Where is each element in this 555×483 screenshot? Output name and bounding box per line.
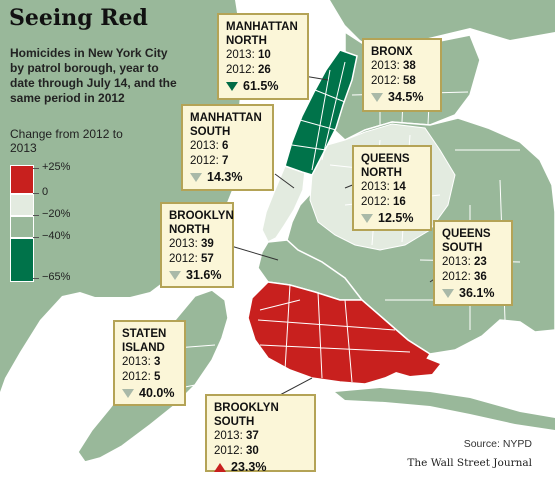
manhattan-north-area (284, 49, 358, 176)
year-label: 2013: (371, 60, 400, 72)
count-2013: 3 (153, 356, 161, 368)
year-label: 2013: (214, 430, 243, 442)
new-jersey-land (0, 0, 242, 392)
count-2013: 10 (257, 49, 271, 61)
count-2012: 26 (257, 64, 271, 76)
legend-label: −65% (42, 271, 71, 283)
legend-title: Change from 2012 to 2013 (10, 127, 123, 155)
percent-change: 12.5% (378, 211, 414, 225)
percent-change: 40.0% (139, 386, 175, 400)
percent-change: 23.3% (231, 460, 267, 474)
brooklyn-south-area (247, 281, 432, 385)
manhattan-north-lines (291, 61, 346, 171)
percent-change: 14.3% (207, 170, 243, 184)
borough-name: QUEENS NORTH (361, 153, 410, 179)
count-2013: 38 (402, 60, 416, 72)
year-label: 2013: (442, 256, 471, 268)
percent-change: 61.5% (243, 79, 279, 93)
legend-swatch-medium (10, 216, 34, 238)
brooklyn-south-lines (257, 284, 411, 383)
down-arrow-icon (226, 82, 238, 91)
year-label: 2012: (122, 371, 151, 383)
year-label: 2013: (169, 238, 198, 250)
rockaway-peninsula (335, 388, 555, 430)
year-label: 2012: (371, 75, 400, 87)
legend-swatch-light (10, 194, 34, 216)
borough-name: BROOKLYN NORTH (169, 210, 234, 236)
legend-tick (33, 215, 39, 216)
down-arrow-icon (371, 93, 383, 102)
chart-subtitle: Homicides in New York City by patrol bor… (10, 46, 177, 105)
legend-label: 0 (42, 186, 49, 198)
count-2012: 36 (473, 271, 487, 283)
count-2013: 39 (200, 238, 214, 250)
borough-name: QUEENS SOUTH (442, 228, 491, 254)
down-arrow-icon (122, 389, 134, 398)
source-note: Source: NYPD (463, 438, 532, 450)
year-label: 2012: (169, 253, 198, 265)
down-arrow-icon (190, 173, 202, 182)
percent-change: 36.1% (459, 286, 495, 300)
count-2013: 14 (392, 181, 406, 193)
legend-label: −20% (42, 208, 71, 220)
legend-tick (33, 168, 39, 169)
up-arrow-icon (214, 463, 226, 472)
year-label: 2012: (190, 155, 219, 167)
callout-manhattan-south: MANHATTAN SOUTH 2013: 6 2012: 7 14.3% (181, 104, 274, 191)
down-arrow-icon (361, 214, 373, 223)
callout-queens-north: QUEENS NORTH 2013: 14 2012: 16 12.5% (352, 145, 432, 231)
callout-brooklyn-south: BROOKLYN SOUTH 2013: 37 2012: 30 23.3% (205, 394, 316, 474)
count-2012: 5 (153, 371, 161, 383)
callout-manhattan-north: MANHATTAN NORTH 2013: 10 2012: 26 61.5% (217, 13, 309, 100)
year-label: 2013: (226, 49, 255, 61)
count-2013: 23 (473, 256, 487, 268)
publisher-credit: The Wall Street Journal (407, 457, 532, 469)
year-label: 2012: (442, 271, 471, 283)
count-2013: 37 (245, 430, 259, 442)
callout-queens-south: QUEENS SOUTH 2013: 23 2012: 36 36.1% (433, 220, 513, 306)
legend-swatch-increase (10, 165, 34, 194)
borough-name: BRONX (371, 46, 413, 58)
jamaica-bay-islands (396, 358, 440, 376)
legend-tick (33, 278, 39, 279)
legend-tick (33, 237, 39, 238)
callout-bronx: BRONX 2013: 38 2012: 58 34.5% (362, 38, 442, 112)
count-2012: 16 (392, 196, 406, 208)
down-arrow-icon (442, 289, 454, 298)
year-label: 2013: (361, 181, 390, 193)
legend-tick (33, 193, 39, 194)
count-2012: 7 (221, 155, 229, 167)
borough-name: STATEN ISLAND (122, 328, 167, 354)
count-2013: 6 (221, 140, 229, 152)
down-arrow-icon (169, 271, 181, 280)
count-2012: 30 (245, 445, 259, 457)
callout-staten-island: STATEN ISLAND 2013: 3 2012: 5 40.0% (113, 320, 186, 406)
legend-label: +25% (42, 161, 71, 173)
legend-label: −40% (42, 230, 71, 242)
percent-change: 31.6% (186, 268, 222, 282)
borough-name: BROOKLYN SOUTH (214, 402, 279, 428)
count-2012: 57 (200, 253, 214, 265)
count-2012: 58 (402, 75, 416, 87)
borough-name: MANHATTAN SOUTH (190, 112, 262, 138)
chart-title: Seeing Red (9, 5, 148, 31)
legend-swatch-dark (10, 238, 34, 282)
year-label: 2013: (122, 356, 151, 368)
year-label: 2012: (361, 196, 390, 208)
callout-brooklyn-north: BROOKLYN NORTH 2013: 39 2012: 57 31.6% (160, 202, 234, 288)
borough-name: MANHATTAN NORTH (226, 21, 298, 47)
manhattan-south-area (261, 165, 306, 244)
year-label: 2013: (190, 140, 219, 152)
percent-change: 34.5% (388, 90, 424, 104)
year-label: 2012: (214, 445, 243, 457)
year-label: 2012: (226, 64, 255, 76)
